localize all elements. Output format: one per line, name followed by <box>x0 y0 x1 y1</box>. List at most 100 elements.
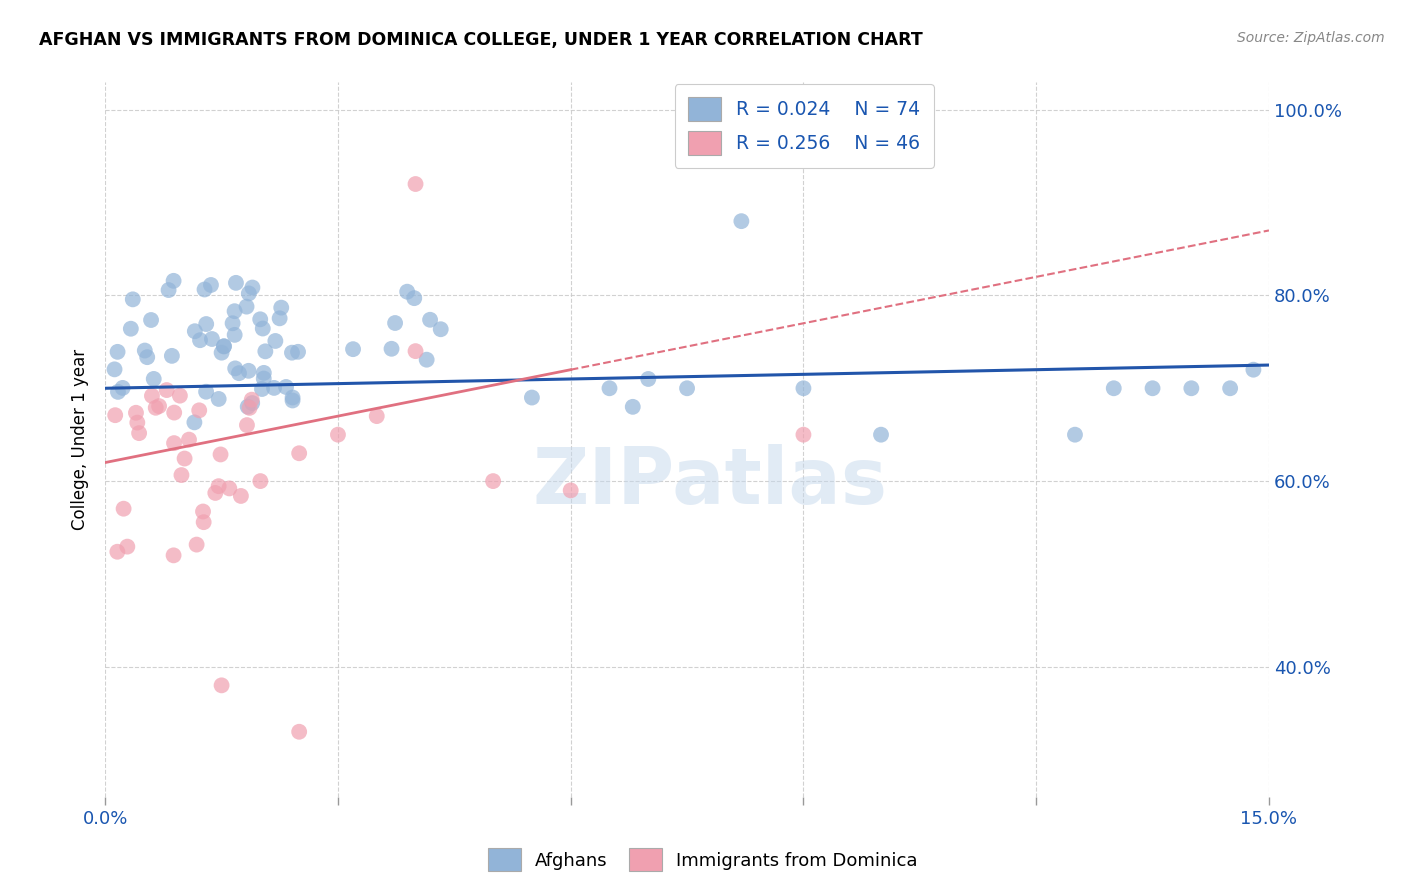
Point <box>253 366 276 380</box>
Point <box>270 301 292 315</box>
Point <box>107 344 129 359</box>
Point <box>252 321 274 335</box>
Point <box>145 401 167 415</box>
Point <box>225 276 247 290</box>
Point <box>253 371 276 385</box>
Point <box>107 384 129 399</box>
Point <box>637 372 659 386</box>
Point <box>209 447 232 461</box>
Point <box>240 392 263 407</box>
Point <box>212 339 235 353</box>
Point <box>1102 381 1125 395</box>
Point <box>224 361 246 376</box>
Point <box>281 345 304 359</box>
Point <box>156 383 179 397</box>
Point <box>384 316 406 330</box>
Point <box>184 324 207 338</box>
Point <box>200 277 222 292</box>
Point <box>157 283 180 297</box>
Point <box>128 426 150 441</box>
Point <box>1219 381 1241 395</box>
Point <box>148 399 170 413</box>
Point <box>405 177 427 191</box>
Point <box>142 372 165 386</box>
Point <box>249 474 271 488</box>
Text: Source: ZipAtlas.com: Source: ZipAtlas.com <box>1237 31 1385 45</box>
Point <box>242 280 264 294</box>
Point <box>141 389 163 403</box>
Point <box>188 333 211 347</box>
Point <box>254 344 277 359</box>
Point <box>193 515 215 529</box>
Point <box>870 427 893 442</box>
Point <box>186 538 208 552</box>
Point <box>730 214 752 228</box>
Point <box>191 504 214 518</box>
Point <box>127 416 149 430</box>
Point <box>429 322 451 336</box>
Point <box>162 549 184 563</box>
Point <box>229 489 252 503</box>
Point <box>212 339 235 353</box>
Point <box>236 418 259 433</box>
Point <box>117 540 139 554</box>
Point <box>183 415 205 429</box>
Point <box>224 304 246 318</box>
Point <box>264 334 287 348</box>
Point <box>136 350 159 364</box>
Point <box>163 436 186 450</box>
Point <box>405 344 427 359</box>
Point <box>249 312 271 326</box>
Point <box>250 382 273 396</box>
Point <box>163 406 186 420</box>
Point <box>236 400 259 414</box>
Point <box>195 317 218 331</box>
Point <box>104 408 127 422</box>
Point <box>1064 427 1087 442</box>
Point <box>160 349 183 363</box>
Point <box>240 396 263 410</box>
Y-axis label: College, Under 1 year: College, Under 1 year <box>72 349 89 530</box>
Point <box>170 468 193 483</box>
Point <box>224 327 246 342</box>
Point <box>281 391 304 405</box>
Point <box>201 332 224 346</box>
Point <box>560 483 582 498</box>
Point <box>111 381 134 395</box>
Point <box>263 381 285 395</box>
Point <box>193 283 215 297</box>
Point <box>404 291 426 305</box>
Point <box>221 316 243 330</box>
Point <box>125 406 148 420</box>
Point <box>139 313 162 327</box>
Point <box>204 486 226 500</box>
Point <box>134 343 156 358</box>
Point <box>326 427 349 442</box>
Point <box>235 300 257 314</box>
Legend: Afghans, Immigrants from Dominica: Afghans, Immigrants from Dominica <box>481 841 925 879</box>
Point <box>169 389 191 403</box>
Point <box>162 274 184 288</box>
Point <box>121 293 143 307</box>
Point <box>103 362 125 376</box>
Point <box>520 391 543 405</box>
Point <box>419 312 441 326</box>
Point <box>238 286 260 301</box>
Point <box>342 342 364 356</box>
Point <box>274 380 297 394</box>
Point <box>482 474 505 488</box>
Point <box>1142 381 1164 395</box>
Point <box>792 427 814 442</box>
Legend: R = 0.024    N = 74, R = 0.256    N = 46: R = 0.024 N = 74, R = 0.256 N = 46 <box>675 84 934 168</box>
Point <box>188 403 211 417</box>
Point <box>792 381 814 395</box>
Point <box>269 311 291 326</box>
Point <box>1241 362 1264 376</box>
Point <box>288 446 311 460</box>
Point <box>208 479 231 493</box>
Point <box>218 482 240 496</box>
Point <box>173 451 195 466</box>
Text: ZIPatlas: ZIPatlas <box>533 444 887 520</box>
Point <box>211 345 233 359</box>
Point <box>208 392 231 406</box>
